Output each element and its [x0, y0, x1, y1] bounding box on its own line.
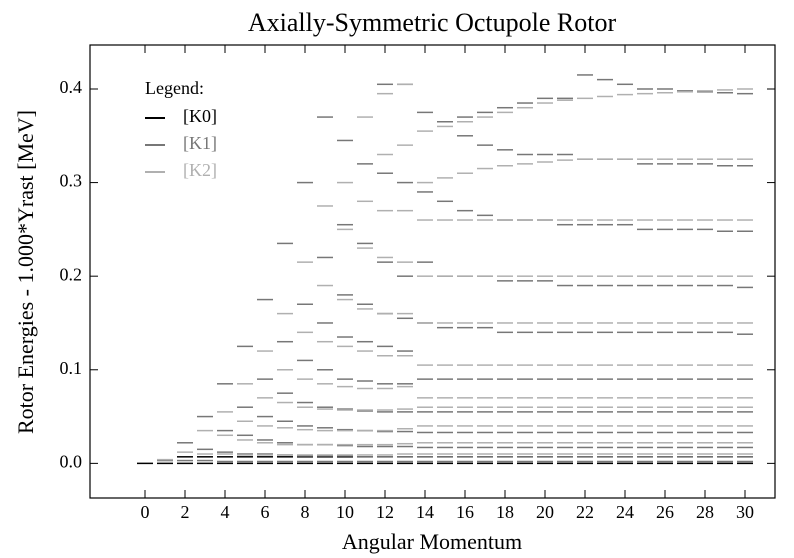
x-tick-label: 10 [336, 502, 354, 522]
chart-title: Axially-Symmetric Octupole Rotor [248, 8, 617, 37]
x-tick-label: 12 [376, 502, 394, 522]
x-tick-label: 18 [496, 502, 514, 522]
x-tick-label: 2 [181, 502, 190, 522]
x-tick-label: 26 [656, 502, 674, 522]
x-tick-label: 0 [141, 502, 150, 522]
legend-label: [K0] [183, 106, 217, 126]
x-tick-label: 22 [576, 502, 594, 522]
x-tick-label: 6 [261, 502, 270, 522]
y-tick-label: 0.0 [60, 451, 83, 471]
x-tick-label: 28 [696, 502, 714, 522]
x-tick-label: 8 [301, 502, 310, 522]
y-axis-label: Rotor Energies - 1.000*Yrast [MeV] [13, 110, 38, 434]
x-tick-label: 16 [456, 502, 474, 522]
x-tick-label: 30 [736, 502, 754, 522]
x-tick-label: 4 [221, 502, 230, 522]
legend-label: [K2] [183, 160, 217, 180]
y-tick-label: 0.4 [60, 77, 83, 97]
y-tick-label: 0.3 [60, 171, 83, 191]
x-axis-label: Angular Momentum [342, 529, 522, 554]
plot-frame [89, 44, 776, 499]
legend-label: [K1] [183, 133, 217, 153]
y-tick-label: 0.2 [60, 264, 83, 284]
x-tick-label: 24 [616, 502, 634, 522]
x-tick-label: 20 [536, 502, 554, 522]
y-tick-label: 0.1 [60, 358, 83, 378]
legend-title: Legend: [145, 78, 204, 98]
x-tick-label: 14 [416, 502, 434, 522]
